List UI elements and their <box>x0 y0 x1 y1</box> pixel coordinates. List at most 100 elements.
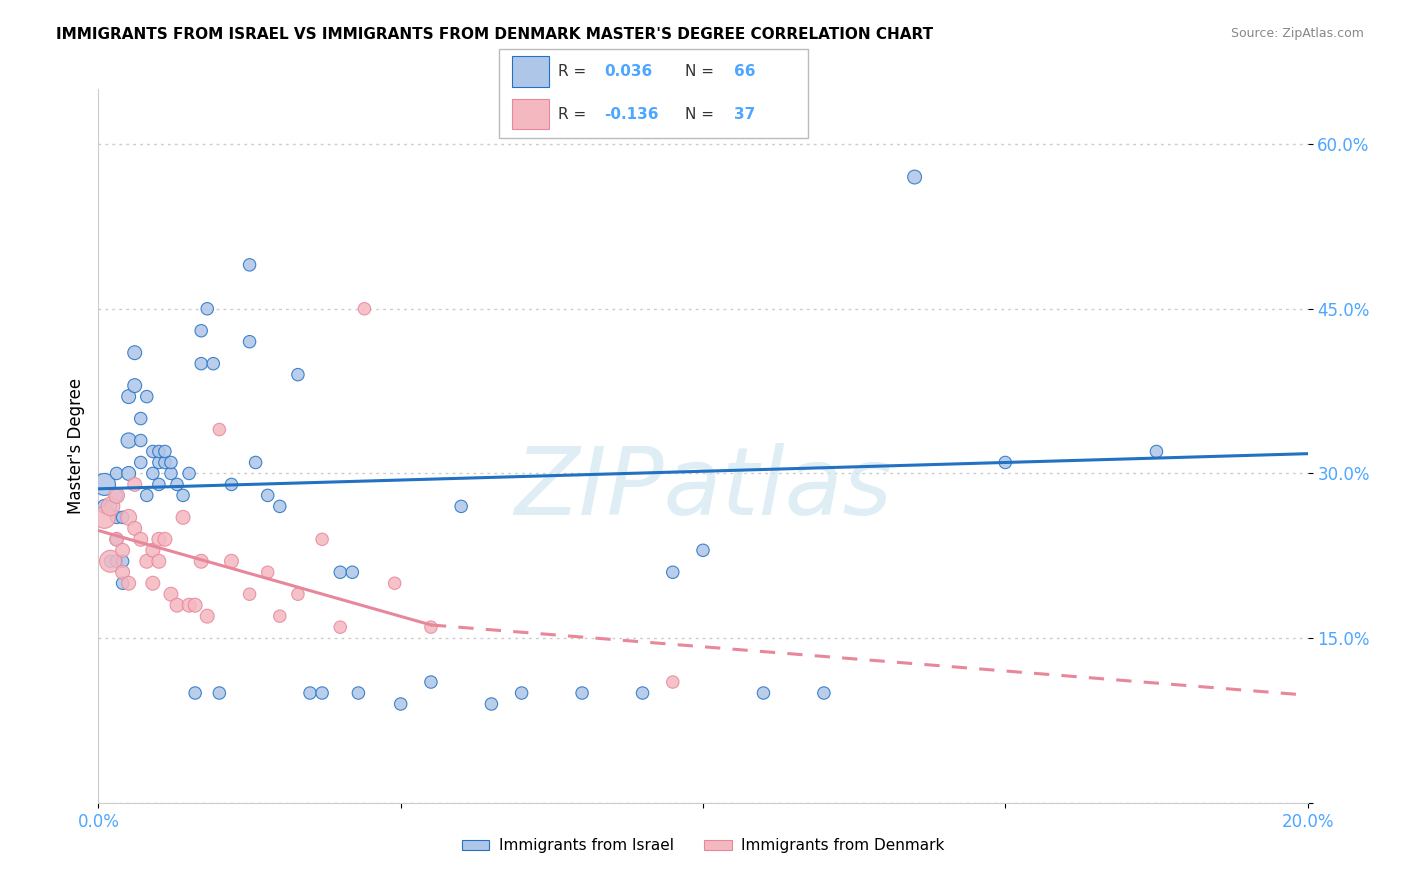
Point <box>111 510 134 524</box>
Point <box>93 500 115 514</box>
Point <box>93 510 115 524</box>
Point <box>813 686 835 700</box>
Point <box>111 554 134 568</box>
Point <box>179 598 201 612</box>
Point <box>129 434 152 448</box>
Point <box>166 598 188 612</box>
Point <box>153 444 176 458</box>
Point <box>208 423 231 437</box>
Point <box>148 533 170 547</box>
Point <box>142 543 165 558</box>
Point <box>111 566 134 580</box>
Point <box>221 477 243 491</box>
Point <box>135 554 157 568</box>
Point <box>105 488 128 502</box>
Point <box>342 566 364 580</box>
Point <box>105 533 128 547</box>
Text: IMMIGRANTS FROM ISRAEL VS IMMIGRANTS FROM DENMARK MASTER'S DEGREE CORRELATION CH: IMMIGRANTS FROM ISRAEL VS IMMIGRANTS FRO… <box>56 27 934 42</box>
FancyBboxPatch shape <box>512 56 548 87</box>
Text: 66: 66 <box>734 64 755 78</box>
Point <box>299 686 322 700</box>
Point <box>93 477 115 491</box>
Point <box>481 697 503 711</box>
Point <box>160 587 183 601</box>
Point <box>148 455 170 469</box>
Point <box>752 686 775 700</box>
FancyBboxPatch shape <box>499 49 808 138</box>
Point <box>142 444 165 458</box>
Point <box>311 686 333 700</box>
Point <box>100 500 122 514</box>
Point <box>202 357 225 371</box>
Text: N =: N = <box>685 64 718 78</box>
Point <box>239 334 262 349</box>
Point <box>100 554 122 568</box>
Point <box>124 345 146 359</box>
Text: R =: R = <box>558 107 591 121</box>
Text: 37: 37 <box>734 107 755 121</box>
Point <box>347 686 370 700</box>
Point <box>118 390 141 404</box>
Point <box>692 543 714 558</box>
Point <box>329 566 352 580</box>
Point <box>118 510 141 524</box>
Text: R =: R = <box>558 64 591 78</box>
Point <box>239 258 262 272</box>
Point <box>353 301 375 316</box>
Point <box>105 467 128 481</box>
Point <box>179 467 201 481</box>
Point <box>994 455 1017 469</box>
Point <box>153 455 176 469</box>
Point <box>661 675 683 690</box>
Point <box>135 488 157 502</box>
Point <box>118 467 141 481</box>
Point <box>256 566 278 580</box>
Point <box>190 554 212 568</box>
Point <box>172 510 194 524</box>
Point <box>142 467 165 481</box>
Point <box>239 587 262 601</box>
Point <box>195 301 218 316</box>
Point <box>208 686 231 700</box>
Point <box>160 455 183 469</box>
Point <box>172 488 194 502</box>
Text: ZIPatlas: ZIPatlas <box>515 443 891 534</box>
Point <box>148 554 170 568</box>
Point <box>389 697 412 711</box>
Point <box>153 533 176 547</box>
Point <box>245 455 267 469</box>
Point <box>118 576 141 591</box>
Point <box>148 444 170 458</box>
Point <box>631 686 654 700</box>
Point <box>148 477 170 491</box>
Point <box>124 521 146 535</box>
Point <box>142 576 165 591</box>
Point <box>256 488 278 502</box>
Point <box>269 609 291 624</box>
Point <box>105 554 128 568</box>
Point <box>124 378 146 392</box>
Point <box>510 686 533 700</box>
Point <box>311 533 333 547</box>
Legend: Immigrants from Israel, Immigrants from Denmark: Immigrants from Israel, Immigrants from … <box>456 832 950 859</box>
Point <box>190 324 212 338</box>
Point <box>135 390 157 404</box>
Text: Source: ZipAtlas.com: Source: ZipAtlas.com <box>1230 27 1364 40</box>
Point <box>661 566 683 580</box>
Point <box>329 620 352 634</box>
Point <box>111 543 134 558</box>
Point <box>287 587 309 601</box>
Point <box>384 576 406 591</box>
Text: N =: N = <box>685 107 718 121</box>
Point <box>100 554 122 568</box>
Point <box>450 500 472 514</box>
Point <box>1144 444 1167 458</box>
Point <box>105 510 128 524</box>
Point <box>287 368 309 382</box>
Y-axis label: Master's Degree: Master's Degree <box>66 378 84 514</box>
Point <box>124 477 146 491</box>
Text: -0.136: -0.136 <box>605 107 659 121</box>
Text: 0.036: 0.036 <box>605 64 652 78</box>
Point <box>118 434 141 448</box>
Point <box>269 500 291 514</box>
